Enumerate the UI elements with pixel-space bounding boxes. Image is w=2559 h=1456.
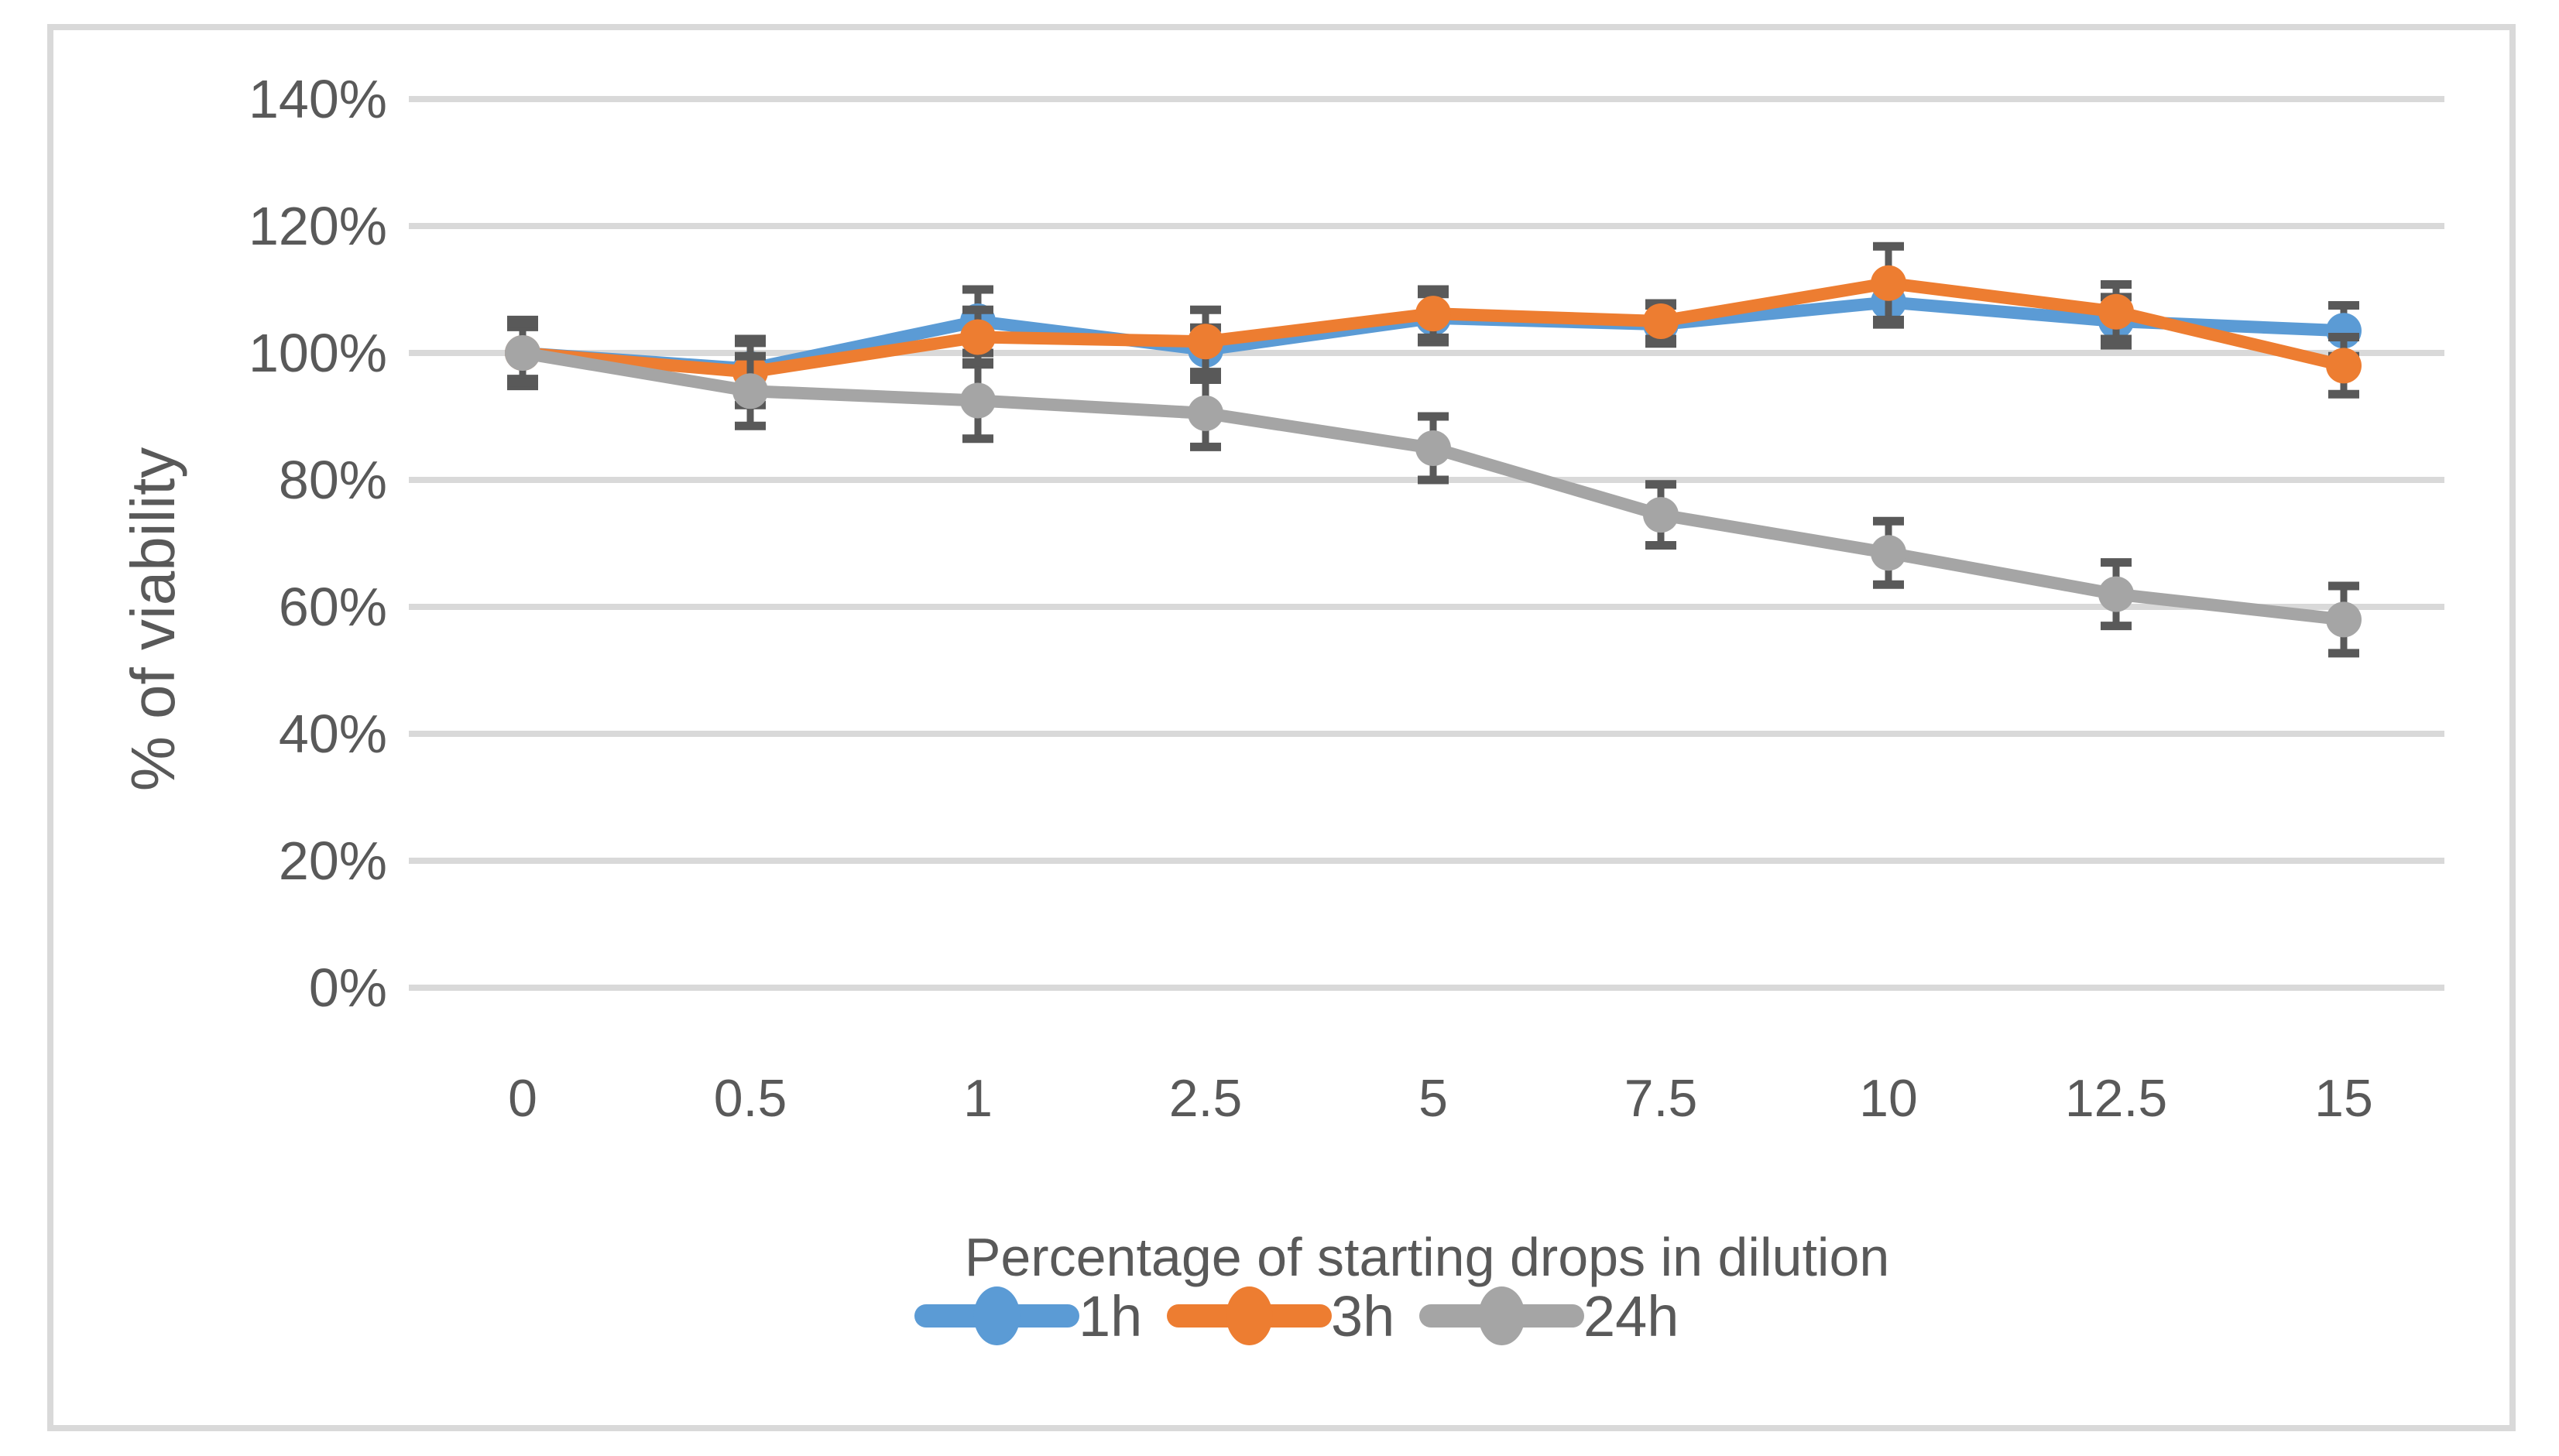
series-24h xyxy=(505,319,2362,658)
legend-label: 1h xyxy=(1079,1284,1142,1348)
data-point-marker-24h xyxy=(2326,601,2362,638)
data-point-marker-24h xyxy=(1871,535,1906,571)
x-tick-label: 10 xyxy=(1859,1069,1918,1128)
x-tick-label: 5 xyxy=(1418,1069,1448,1128)
legend-marker xyxy=(1478,1286,1525,1345)
x-tick-label: 1 xyxy=(963,1069,993,1128)
legend-item-3h: 3h xyxy=(1167,1284,1394,1348)
series-layer xyxy=(505,242,2362,658)
data-point-marker-24h xyxy=(732,373,768,409)
x-tick-label: 15 xyxy=(2314,1069,2373,1128)
legend-marker xyxy=(1226,1286,1273,1345)
chart-border xyxy=(47,24,2516,1431)
y-tick-label: 100% xyxy=(249,323,387,383)
y-tick-label: 120% xyxy=(249,196,387,256)
data-point-marker-3h xyxy=(1415,296,1451,332)
x-axis-title: Percentage of starting drops in dilution xyxy=(965,1227,1890,1287)
data-point-marker-3h xyxy=(960,319,996,355)
y-tick-label: 60% xyxy=(279,577,387,637)
data-point-marker-24h xyxy=(2098,576,2134,612)
legend-marker xyxy=(973,1286,1021,1345)
x-tick-label: 0.5 xyxy=(714,1069,787,1128)
data-point-marker-24h xyxy=(505,335,540,371)
data-point-marker-3h xyxy=(1188,324,1223,360)
x-tick-label: 2.5 xyxy=(1169,1069,1243,1128)
y-tick-label: 0% xyxy=(309,958,387,1018)
y-tick-label: 40% xyxy=(279,704,387,764)
data-point-marker-3h xyxy=(1643,303,1679,339)
data-point-marker-3h xyxy=(2326,348,2362,384)
data-point-marker-24h xyxy=(960,382,996,419)
data-point-marker-24h xyxy=(1188,395,1223,431)
data-point-marker-3h xyxy=(2098,293,2134,330)
data-point-marker-24h xyxy=(1643,497,1679,533)
y-axis-title: % of viability xyxy=(118,447,187,792)
x-tick-label: 7.5 xyxy=(1624,1069,1698,1128)
x-tick-label: 12.5 xyxy=(2065,1069,2167,1128)
series-3h xyxy=(505,242,2362,409)
y-tick-label: 80% xyxy=(279,450,387,510)
y-axis-tick-labels: 0% 20% 40% 60% 80% 100% 120% 140% xyxy=(249,69,387,1018)
legend-label: 3h xyxy=(1331,1284,1394,1348)
legend-item-24h: 24h xyxy=(1419,1284,1679,1348)
x-tick-label: 0 xyxy=(508,1069,537,1128)
y-tick-label: 140% xyxy=(249,69,387,129)
series-line-24h xyxy=(516,347,2350,626)
y-tick-label: 20% xyxy=(279,831,387,891)
data-point-marker-3h xyxy=(1871,265,1906,301)
legend: 1h 3h 24h xyxy=(914,1284,1679,1348)
gridlines xyxy=(409,96,2444,991)
data-point-marker-24h xyxy=(1415,430,1451,466)
legend-label: 24h xyxy=(1583,1284,1679,1348)
legend-item-1h: 1h xyxy=(914,1284,1142,1348)
x-axis-tick-labels: 0 0.5 1 2.5 5 7.5 10 12.5 15 xyxy=(508,1069,2373,1128)
